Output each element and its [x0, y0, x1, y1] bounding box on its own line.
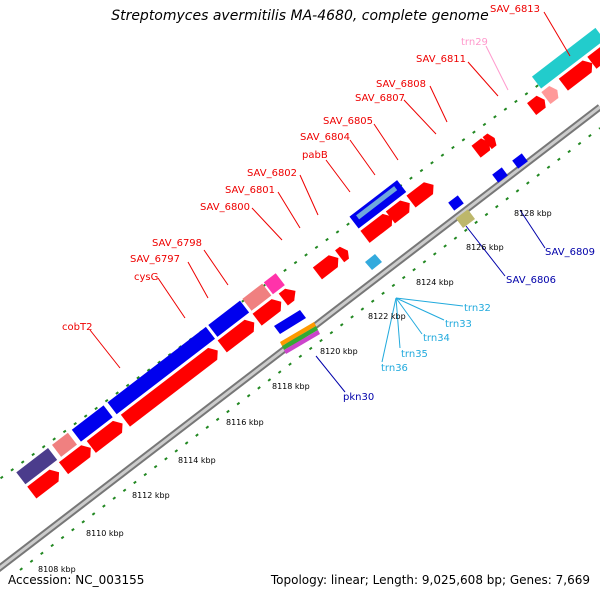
gene-arrow[interactable]: [587, 39, 600, 69]
gene-arrow[interactable]: [541, 84, 561, 105]
gene-stripe: [280, 322, 316, 346]
gene-arrow[interactable]: [527, 93, 549, 115]
gene-block[interactable]: [263, 273, 285, 295]
gene-arrow[interactable]: [58, 442, 95, 475]
tick-label: 8128 kbp: [514, 209, 552, 218]
upper-gene-track: [16, 27, 600, 499]
label-SAV_6805[interactable]: SAV_6805: [323, 116, 373, 127]
label-pkn30[interactable]: pkn30: [343, 392, 374, 403]
gene-block[interactable]: [107, 326, 216, 415]
gene-arrow[interactable]: [406, 179, 437, 208]
label-SAV_6802[interactable]: SAV_6802: [247, 168, 297, 179]
tick-label: 8122 kbp: [368, 312, 406, 321]
map-title: Streptomyces avermitilis MA-4680, comple…: [111, 8, 489, 24]
gene-arrow[interactable]: [482, 132, 499, 150]
label-SAV_6801[interactable]: SAV_6801: [225, 185, 275, 196]
genome-summary: Topology: linear; Length: 9,025,608 bp; …: [270, 573, 590, 587]
gene-stripe: [282, 326, 318, 350]
gene-arrow[interactable]: [360, 210, 396, 243]
gene-block[interactable]: [51, 432, 77, 457]
gene-block[interactable]: [208, 300, 250, 337]
lower-gene-track: [274, 153, 528, 354]
tick-label: 8124 kbp: [416, 278, 454, 287]
gene-block[interactable]: [274, 310, 306, 334]
gene-block[interactable]: [242, 283, 272, 311]
label-trn36[interactable]: trn36: [381, 363, 408, 374]
top-labels: cobT2 cysG SAV_6797 SAV_6798 SAV_6800 SA…: [62, 4, 540, 333]
label-SAV_6797[interactable]: SAV_6797: [130, 254, 180, 265]
gene-stripe: [284, 330, 320, 354]
label-SAV_6804[interactable]: SAV_6804: [300, 132, 350, 143]
gene-block: [356, 186, 398, 220]
tick-label: 8108 kbp: [38, 565, 76, 574]
gene-arrow[interactable]: [252, 295, 286, 326]
tick-label: 8114 kbp: [178, 456, 216, 465]
lower-guide-line: [19, 127, 600, 571]
label-SAV_6798[interactable]: SAV_6798: [152, 238, 202, 249]
tick-label: 8120 kbp: [320, 347, 358, 356]
label-leader-pink: [485, 45, 509, 91]
accession-text: Accession: NC_003155: [8, 573, 145, 587]
gene-arrow[interactable]: [86, 417, 127, 453]
gene-arrow[interactable]: [558, 57, 597, 91]
label-leaders-red: [89, 11, 571, 369]
gene-block[interactable]: [512, 153, 528, 169]
label-trn32[interactable]: trn32: [464, 303, 491, 314]
gene-arrow[interactable]: [312, 252, 343, 280]
label-trn35[interactable]: trn35: [401, 349, 428, 360]
label-leaders-blue: [315, 209, 546, 393]
gene-arrow[interactable]: [278, 286, 298, 306]
bottom-labels: pkn30 trn36 trn35 trn34 trn33 trn32 SAV_…: [343, 247, 595, 403]
gene-arrow[interactable]: [385, 197, 414, 224]
gene-arrow[interactable]: [120, 344, 222, 427]
gene-arrow[interactable]: [335, 244, 352, 263]
label-pabB[interactable]: pabB: [302, 150, 328, 161]
gene-block[interactable]: [71, 405, 113, 442]
label-SAV_6811[interactable]: SAV_6811: [416, 54, 466, 65]
upper-guide-line: [0, 39, 600, 480]
label-trn29[interactable]: trn29: [461, 37, 488, 48]
label-trn33[interactable]: trn33: [445, 319, 472, 330]
gene-arrow[interactable]: [27, 466, 63, 499]
gene-arrow[interactable]: [285, 285, 300, 301]
label-SAV_6809[interactable]: SAV_6809: [545, 247, 595, 258]
gene-block[interactable]: [492, 167, 508, 183]
label-SAV_6806[interactable]: SAV_6806: [506, 275, 556, 286]
label-SAV_6808[interactable]: SAV_6808: [376, 79, 426, 90]
label-SAV_6813[interactable]: SAV_6813: [490, 4, 540, 15]
gene-block[interactable]: [531, 27, 600, 89]
tick-label: 8126 kbp: [466, 243, 504, 252]
tick-label: 8112 kbp: [132, 491, 170, 500]
label-SAV_6807[interactable]: SAV_6807: [355, 93, 405, 104]
label-cysG[interactable]: cysG: [134, 272, 158, 283]
gene-arrow[interactable]: [217, 316, 259, 353]
tick-label: 8110 kbp: [86, 529, 124, 538]
tick-label: 8116 kbp: [226, 418, 264, 427]
tick-label: 8118 kbp: [272, 382, 310, 391]
label-SAV_6800[interactable]: SAV_6800: [200, 202, 250, 213]
gene-block[interactable]: [365, 254, 382, 270]
gene-block[interactable]: [455, 209, 475, 229]
kbp-ticks: 8108 kbp 8110 kbp 8112 kbp 8114 kbp 8116…: [38, 209, 552, 574]
gene-arrow[interactable]: [471, 136, 494, 158]
label-leaders-cyan: [381, 297, 464, 363]
gene-block[interactable]: [16, 447, 58, 485]
label-trn34[interactable]: trn34: [423, 333, 450, 344]
label-cobT2[interactable]: cobT2: [62, 322, 92, 333]
gene-block[interactable]: [448, 195, 464, 211]
